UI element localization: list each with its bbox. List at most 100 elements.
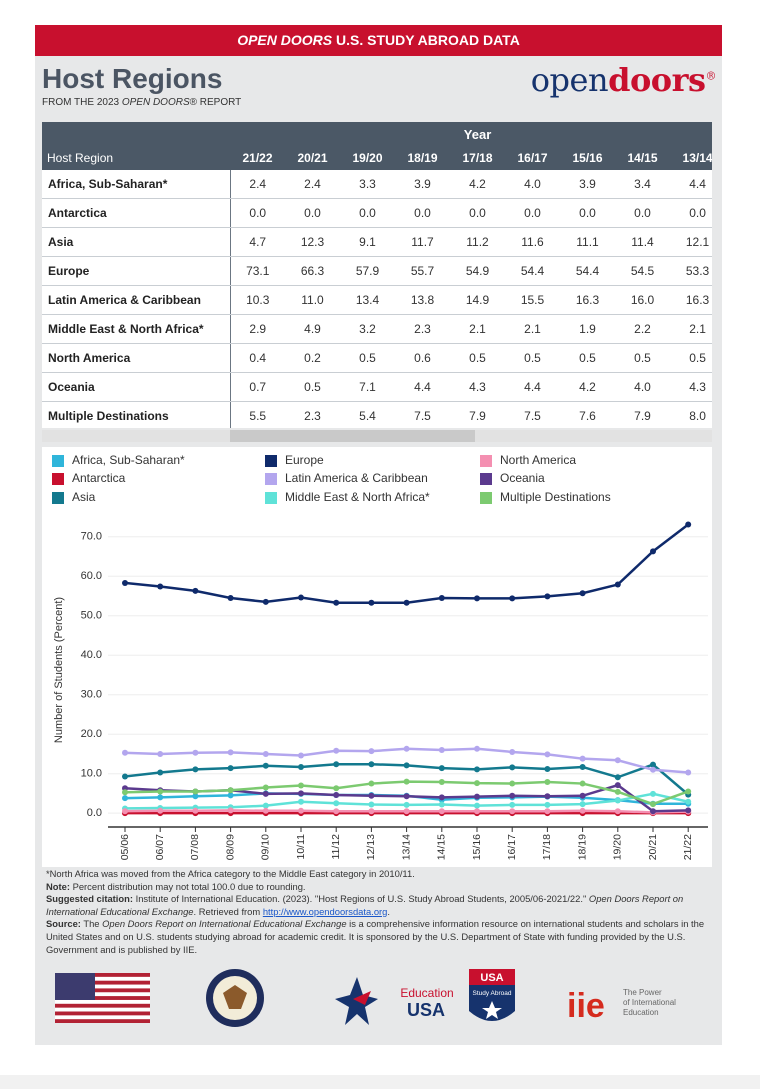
- data-point: [614, 581, 621, 588]
- table-cell: 0.6: [395, 343, 450, 373]
- data-point: [438, 794, 445, 801]
- scroll-thumb[interactable]: [230, 430, 475, 442]
- data-point: [262, 802, 269, 809]
- data-point: [544, 751, 551, 758]
- table-cell: 0.0: [395, 198, 450, 228]
- data-point: [192, 587, 199, 594]
- data-point: [474, 780, 480, 787]
- state-seal: [206, 969, 264, 1027]
- table-cell: 4.2: [450, 170, 505, 199]
- citation-link[interactable]: http://www.opendoorsdata.org: [262, 905, 388, 917]
- subtitle-italic: OPEN DOORS: [121, 97, 190, 108]
- row-header: Oceania: [42, 372, 231, 402]
- table-cell: 2.1: [505, 314, 560, 344]
- table-cell: 9.1: [340, 227, 395, 257]
- brand-text: doors: [608, 61, 706, 99]
- table-cell: 55.7: [395, 256, 450, 286]
- footer: *North Africa was moved from the Africa …: [46, 868, 711, 956]
- legend-label: Africa, Sub-Saharan*: [72, 453, 185, 467]
- banner-italic: OPEN DOORS: [237, 32, 333, 48]
- table-cell: 8.0: [670, 401, 712, 428]
- legend-label: Antarctica: [72, 471, 126, 485]
- logo-text: USA: [407, 1000, 445, 1020]
- data-point: [192, 807, 199, 814]
- table-row: Africa, Sub-Saharan* 2.4 2.4 3.3 3.9 4.2 4.0 3.…: [42, 170, 712, 199]
- logo-text: Study Abroad: [472, 990, 511, 997]
- logo-text: USA: [480, 972, 503, 984]
- data-point: [122, 808, 128, 815]
- table-cell: 7.9: [615, 401, 670, 428]
- column-header: 20/21: [285, 146, 340, 170]
- brand-text: open: [530, 61, 609, 99]
- table-cell: 4.3: [670, 372, 712, 402]
- data-point: [650, 808, 656, 815]
- data-point: [650, 790, 656, 797]
- x-tick-label: 07/08: [189, 834, 201, 860]
- data-point: [544, 808, 551, 815]
- table-body: Africa, Sub-Saharan* 2.4 2.4 3.3 3.9 4.2 4.0 3.…: [42, 170, 712, 428]
- table-cell: 5.4: [340, 401, 395, 428]
- data-point: [438, 808, 445, 815]
- table-cell: 5.5: [230, 401, 285, 428]
- banner: OPEN DOORS U.S. STUDY ABROAD DATA: [35, 25, 722, 56]
- legend-swatch: [52, 473, 64, 485]
- table-row: Multiple Destinations 5.5 2.3 5.4 7.5 7.9 7.5 7…: [42, 401, 712, 428]
- data-point: [544, 765, 551, 772]
- data-point: [614, 782, 621, 789]
- header-row: Host Region 21/22 20/21 19/20 18/19 17/18 16/1…: [42, 146, 712, 170]
- data-point: [544, 593, 551, 600]
- logo-text: Education: [623, 1008, 659, 1017]
- data-point: [192, 766, 199, 773]
- data-point: [298, 752, 304, 759]
- table-cell: 2.9: [230, 314, 285, 344]
- row-header: North America: [42, 343, 231, 373]
- table-cell: 2.1: [450, 314, 505, 344]
- table-cell: 3.2: [340, 314, 395, 344]
- row-header: Latin America & Caribbean: [42, 285, 231, 315]
- legend-swatch: [480, 492, 492, 504]
- data-point: [509, 748, 516, 755]
- education-usa-logo: Education USA: [335, 977, 454, 1025]
- data-point: [650, 761, 656, 768]
- y-tick-label: 60.0: [81, 570, 102, 582]
- data-point: [227, 594, 234, 601]
- data-point: [614, 757, 621, 764]
- table-cell: 12.1: [670, 227, 712, 257]
- y-tick-label: 40.0: [81, 649, 102, 661]
- x-tick-label: 14/15: [436, 834, 448, 860]
- data-point: [333, 599, 340, 606]
- data-point: [368, 808, 375, 815]
- data-table: Year Host Region 21/22 20/21 19/20 18/19 17/18…: [42, 122, 712, 428]
- data-point: [509, 780, 516, 787]
- data-point: [650, 548, 656, 555]
- data-point: [157, 807, 164, 814]
- column-header: 21/22: [230, 146, 285, 170]
- data-point: [438, 801, 445, 808]
- table-cell: 4.4: [505, 372, 560, 402]
- data-point: [333, 747, 340, 754]
- data-point: [650, 801, 656, 808]
- data-point: [122, 789, 128, 796]
- data-point: [509, 764, 516, 771]
- data-point: [650, 766, 656, 773]
- x-tick-label: 08/09: [224, 834, 236, 860]
- x-tick-label: 13/14: [400, 834, 412, 860]
- data-point: [403, 762, 410, 769]
- legend-label: Europe: [285, 453, 324, 467]
- data-point: [333, 808, 340, 815]
- table-row: Europe 73.1 66.3 57.9 55.7 54.9 54.4 54.4 54.5 53…: [42, 256, 712, 286]
- data-point: [685, 807, 692, 814]
- table-cell: 54.4: [505, 256, 560, 286]
- data-point: [403, 745, 410, 752]
- table-cell: 0.0: [230, 198, 285, 228]
- table-cell: 3.4: [615, 170, 670, 199]
- table-cell: 0.2: [285, 343, 340, 373]
- source-text: is a comprehensive information resource …: [46, 918, 705, 955]
- x-tick-label: 09/10: [260, 834, 272, 860]
- data-point: [579, 763, 586, 770]
- column-header: 13/14: [670, 146, 712, 170]
- scrollbar[interactable]: [42, 430, 712, 442]
- table-cell: 0.5: [505, 343, 560, 373]
- x-tick-label: 21/22: [682, 834, 694, 860]
